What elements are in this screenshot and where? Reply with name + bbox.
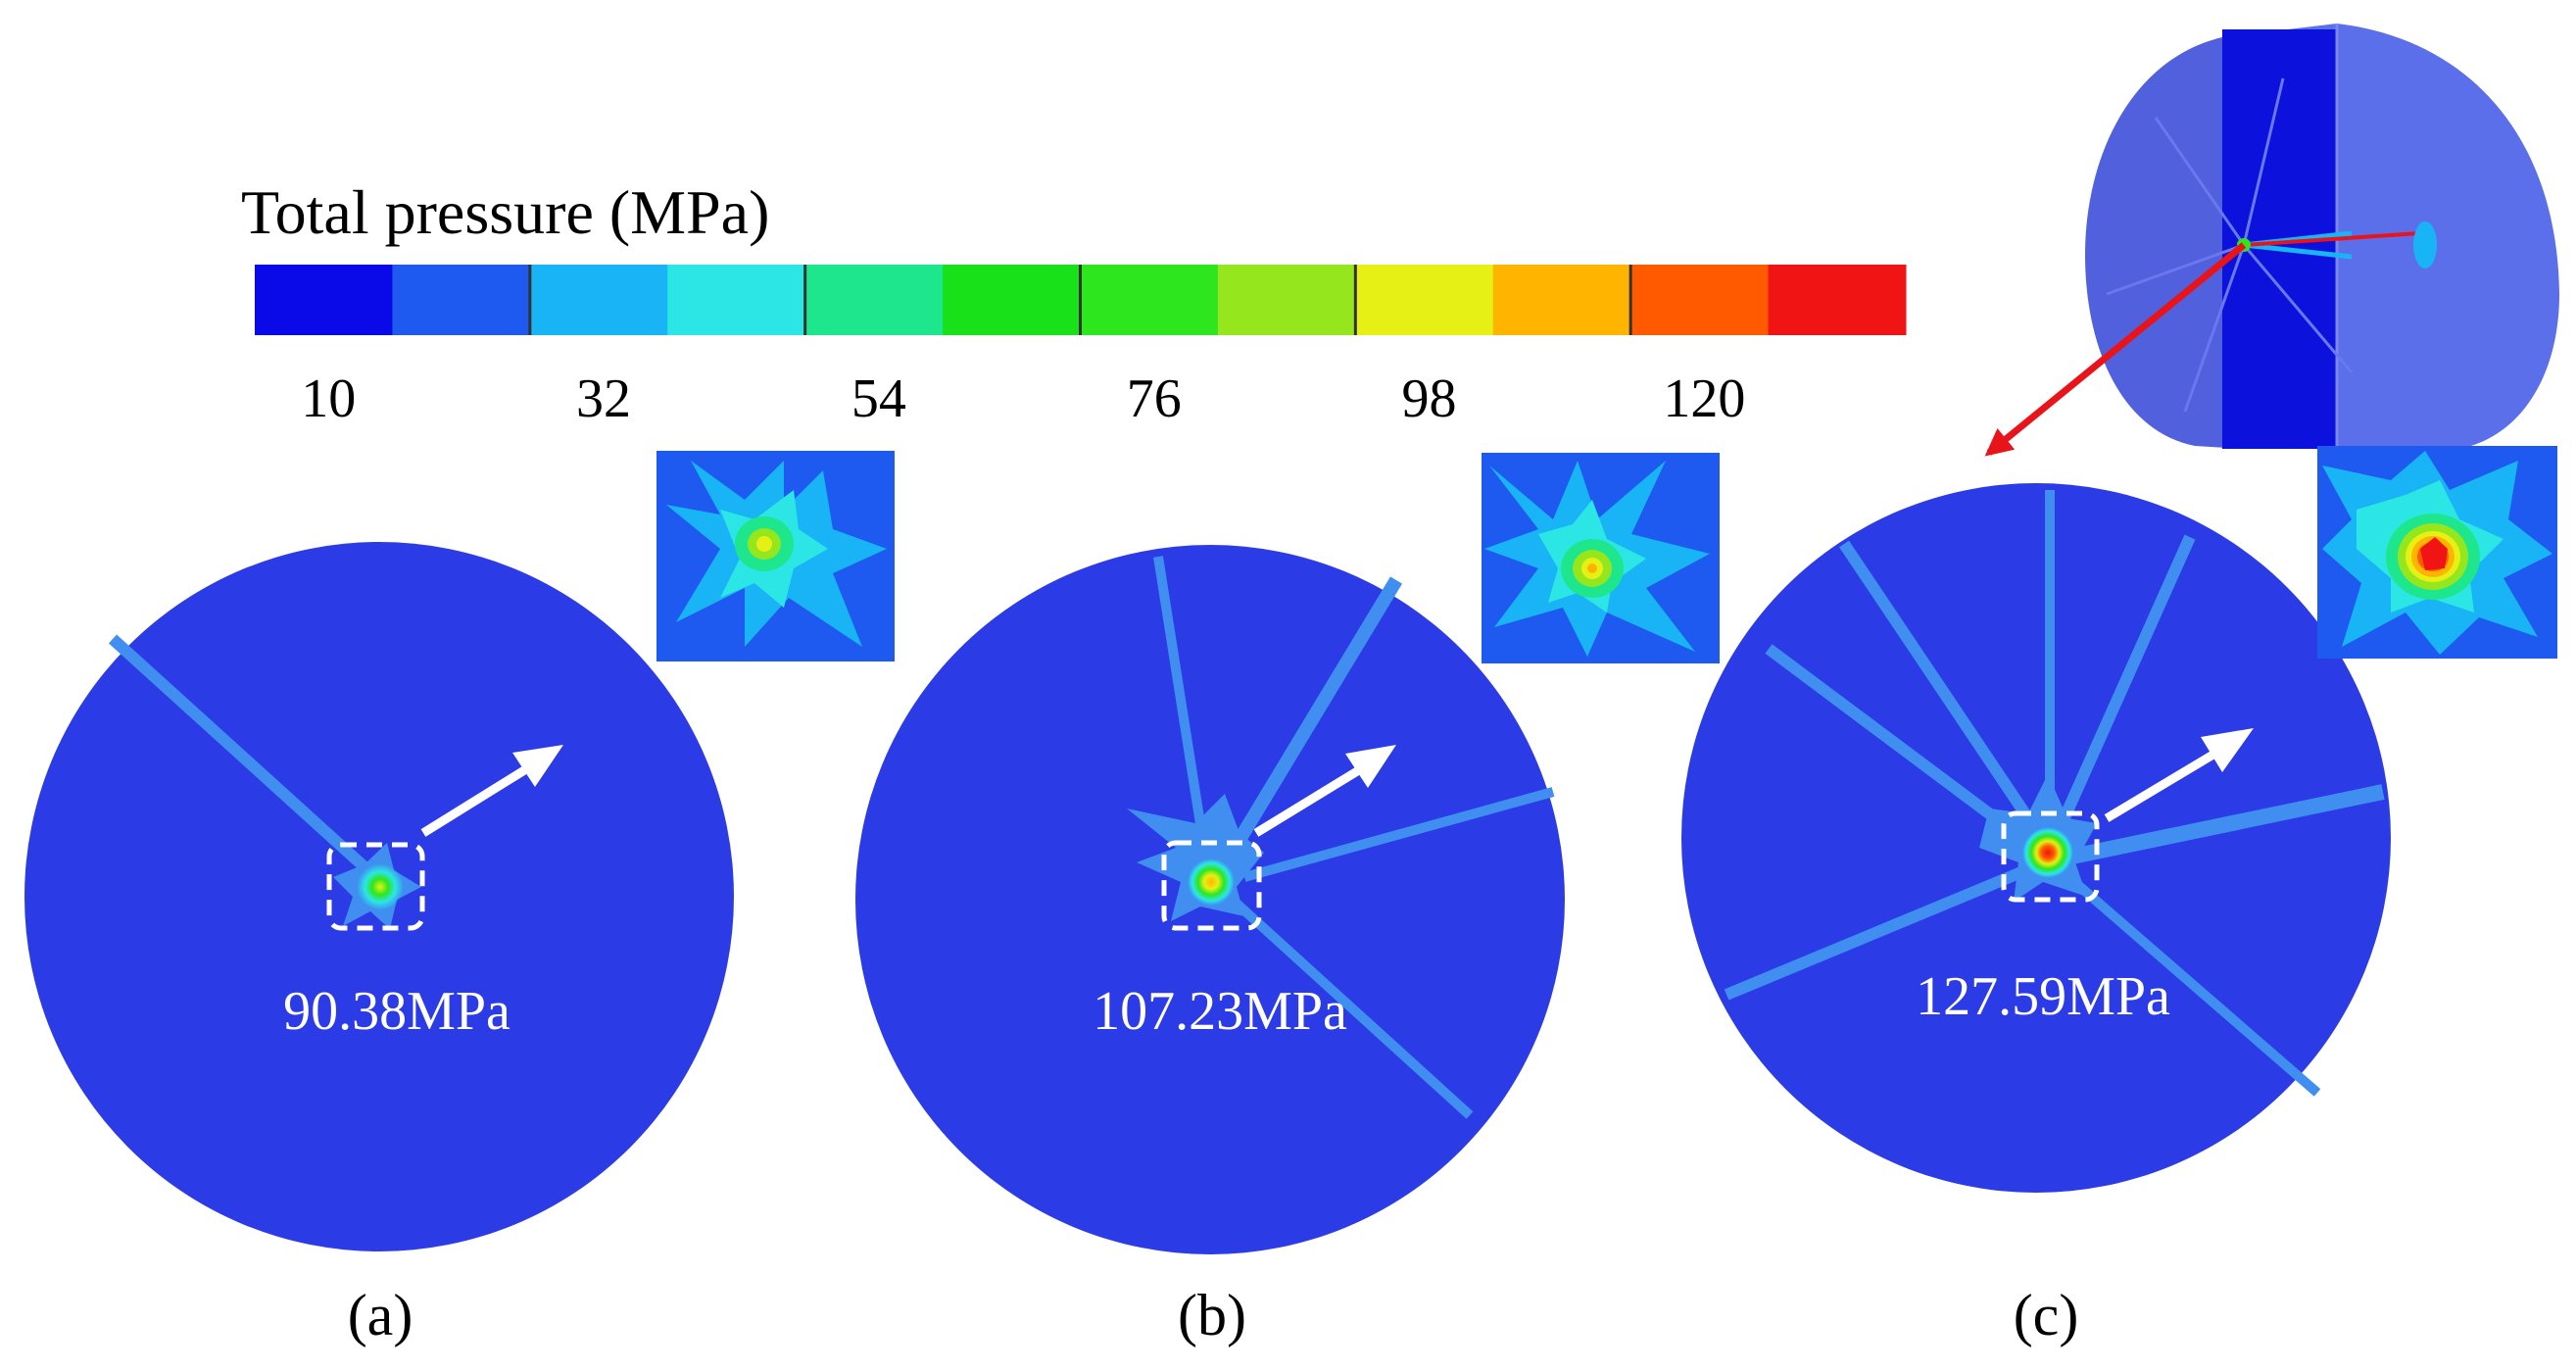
colorbar-segment [1355,265,1494,335]
colorbar-tick-label: 76 [1127,368,1182,429]
peak-value: 107.23MPa [1093,981,1347,1042]
colorbar-segment [392,265,531,335]
crack [1839,540,2043,837]
panel-c: 127.59MPa (c) [1681,446,2557,1348]
peak-value: 127.59MPa [1916,966,2170,1027]
colorbar-tick-label: 120 [1663,368,1745,429]
colorbar-segment [529,265,668,335]
colorbar-segment [943,265,1081,335]
crack [1724,861,2036,1001]
panel-label: (a) [348,1283,413,1348]
crack [1765,644,2032,848]
zoom-box [2001,810,2100,903]
colorbar-segment [667,265,806,335]
colorbar-ticks: 10 32 54 76 98 120 [301,368,1745,429]
panel-a: 90.38MPa (a) [24,451,895,1348]
colorbar-tick-label: 10 [301,368,356,429]
crack [2052,534,2196,836]
peak-value: 90.38MPa [283,981,510,1042]
colorbar-tick-label: 32 [576,368,631,429]
crack [108,634,377,879]
colorbar [255,265,1907,335]
panel-label: (c) [2014,1283,2079,1348]
panel-label: (b) [1178,1283,1246,1348]
zoom-inset [1482,453,1720,663]
zoom-inset [2317,446,2557,659]
crack [2066,784,2385,865]
crack [1242,787,1555,882]
colorbar-tick-label: 54 [851,368,906,429]
colorbar-segment [255,265,393,335]
white-arrow-shaft [2104,749,2219,822]
pointer-red-arrow [1984,242,2247,457]
white-arrow-head [1345,745,1396,788]
panel-b: 107.23MPa (b) [855,453,1720,1348]
white-arrow-shaft [420,763,532,837]
white-arrow-head [512,745,563,787]
colorbar-segment [1080,265,1219,335]
colorbar-segment [804,265,944,335]
zoom-inset [656,451,895,662]
white-arrow-shaft [1253,764,1365,837]
crack [1214,576,1402,876]
colorbar-tick-label: 98 [1402,368,1457,429]
colorbar-segment [1630,265,1770,335]
hotspot [1188,858,1235,906]
zoom-box [1161,840,1262,931]
disc-3d-model [2085,24,2559,449]
crack [1231,898,1474,1119]
colorbar-segment [1768,265,1907,335]
hotspot [2022,827,2073,878]
legend-title: Total pressure (MPa) [241,177,769,247]
colorbar-segment [1217,265,1356,335]
hotspot [357,863,404,910]
zoom-box [326,842,425,931]
white-arrow-head [2201,728,2254,772]
crack [1153,556,1212,868]
crack [2054,863,2321,1097]
colorbar-segment [1492,265,1631,335]
